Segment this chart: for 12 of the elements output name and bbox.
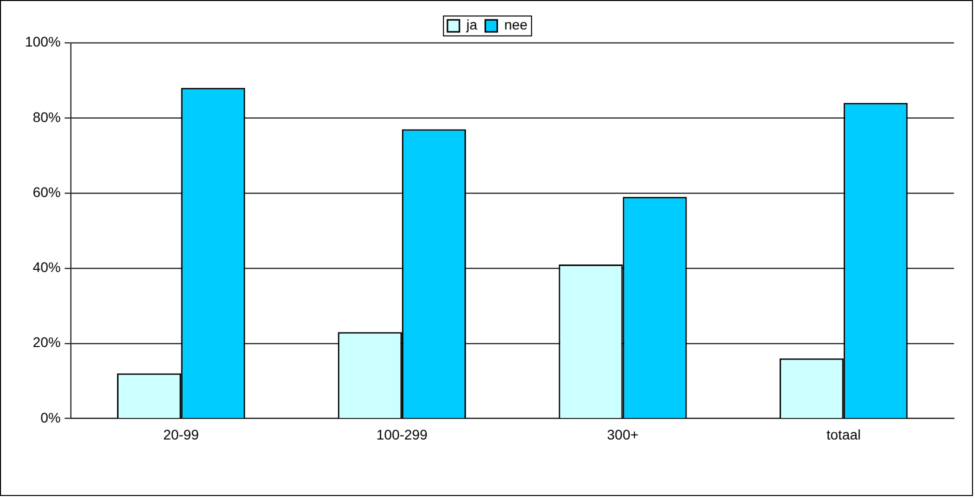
y-tick-label: 80% xyxy=(32,108,61,125)
y-tick-label: 40% xyxy=(32,259,61,276)
legend-label: ja xyxy=(465,16,478,33)
legend-label: nee xyxy=(504,16,528,33)
x-tick-label: 20-99 xyxy=(163,426,200,443)
y-tick-label: 100% xyxy=(24,34,61,50)
x-tick-label: 300+ xyxy=(607,426,638,443)
y-tick-label: 0% xyxy=(40,409,61,426)
y-tick-label: 60% xyxy=(32,184,61,200)
x-tick-label: 100-299 xyxy=(376,426,428,443)
y-tick-label: 20% xyxy=(32,334,61,350)
x-tick-label: totaal xyxy=(826,426,861,443)
